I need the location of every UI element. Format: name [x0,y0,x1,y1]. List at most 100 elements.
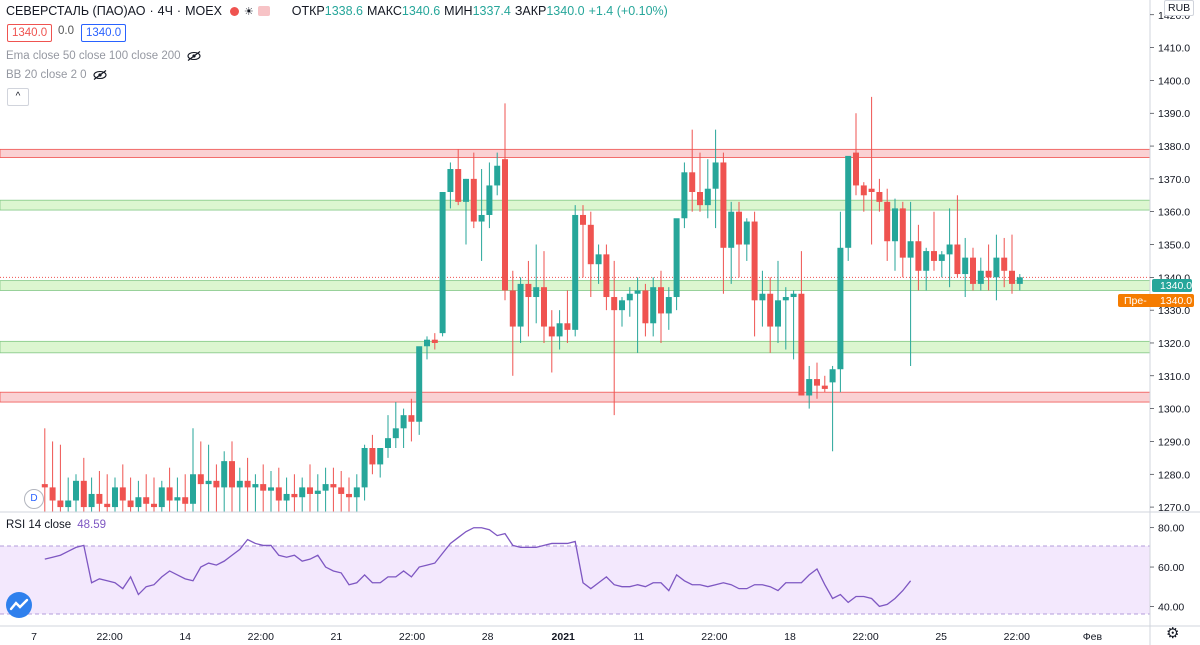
resistance-zone [0,391,1151,403]
candle [509,270,516,376]
candle [541,251,547,343]
change-value: +1.4 (+0.10%) [588,4,668,18]
time-tick-label: 22:00 [96,631,122,643]
candle-body [275,487,282,501]
candle-body [213,480,220,488]
high-value: 1340.6 [401,4,441,18]
buy-price-button[interactable]: 1340.0 [81,24,127,42]
tradingview-logo-icon[interactable] [6,592,32,618]
symbol-header[interactable]: СЕВЕРСТАЛЬ (ПАО)АО · 4Ч · MOEX ☀ ОТКР 133… [6,3,668,19]
candle [369,434,376,475]
candle-body [970,257,976,284]
eye-hidden-icon[interactable] [186,51,201,61]
candle-body [424,339,430,347]
candle [330,467,337,512]
rsi-legend[interactable]: RSI 14 close 48.59 [6,519,106,531]
price-tick-label: 1410.0 [1158,43,1190,55]
candle [681,162,688,229]
candle [190,428,196,512]
candle-body [829,369,836,383]
candle-body [587,224,594,265]
candle-body [977,270,984,284]
ema-indicator-legend[interactable]: Ema close 50 close 100 close 200 [6,50,201,62]
candle-body [385,438,391,448]
rsi-band [0,546,1150,614]
candle [275,467,282,512]
candle [494,152,501,196]
header-separator: · [176,4,182,18]
candle-body [767,293,774,327]
close-label: ЗАКР [514,4,547,18]
candle-body [338,487,345,494]
candle [946,208,953,288]
candle-body [463,178,469,202]
candle [151,477,157,512]
candle-body [923,251,930,271]
candle [385,415,391,458]
candle [658,270,664,343]
candle-body [611,297,618,311]
candle-body [49,487,56,501]
close-value: 1340.0 [546,4,585,18]
time-tick-label: 22:00 [399,631,425,643]
alert-icon[interactable] [257,6,270,16]
eye-hidden-icon[interactable] [93,70,107,80]
bb-indicator-label: BB 20 close 2 0 [6,69,87,81]
symbol-interval[interactable]: 4Ч [157,4,173,18]
candle [673,218,680,311]
header-separator: · [149,4,154,18]
candle [751,211,758,337]
sun-icon: ☀ [243,5,254,18]
gear-icon[interactable]: ⚙ [1166,625,1180,642]
candle-body [790,293,797,298]
candle [556,310,563,350]
candle [424,336,430,360]
candle [377,448,384,478]
sell-price-button[interactable]: 1340.0 [7,24,53,42]
candle-body [798,293,805,396]
candle-body [252,484,259,488]
candle-body [229,461,235,488]
candle [314,474,321,512]
candle [775,260,781,343]
candle-body [775,300,781,327]
candle-body [751,221,758,301]
symbol-exchange: MOEX [185,4,222,18]
candle [143,474,150,512]
candle-body [470,178,477,222]
time-tick-label: 22:00 [1004,631,1030,643]
chevron-up-icon[interactable]: ^ [7,88,29,106]
market-status-icon[interactable] [229,6,239,16]
candle [642,283,649,337]
candle-body [634,290,641,294]
candle [80,457,87,512]
candle [845,155,852,261]
candle-body [907,241,914,258]
candle-body [665,297,672,314]
candle [611,260,618,416]
candle [704,159,711,219]
candle-body [307,487,313,494]
candle-body [182,497,189,504]
symbol-title[interactable]: СЕВЕРСТАЛЬ (ПАО)АО [6,4,146,18]
candle-body [205,480,212,485]
bb-indicator-legend[interactable]: BB 20 close 2 0 [6,69,107,81]
candle-body [96,493,103,504]
candle [736,201,742,278]
time-tick-label: Фев [1083,631,1103,643]
time-tick-label: 7 [31,631,37,643]
candle [892,198,898,271]
candle [439,192,446,337]
time-tick-label: 28 [482,631,494,643]
currency-label[interactable]: RUB [1164,0,1195,16]
dividend-badge[interactable]: D [24,489,44,509]
candle-body [283,493,290,501]
candle [1009,234,1015,294]
prev-close-tag-label: Пре- [1124,295,1147,307]
candle-body [447,169,454,192]
candle [759,270,766,327]
time-tick-label: 25 [935,631,947,643]
candle-body [689,172,696,192]
candle [954,195,961,278]
